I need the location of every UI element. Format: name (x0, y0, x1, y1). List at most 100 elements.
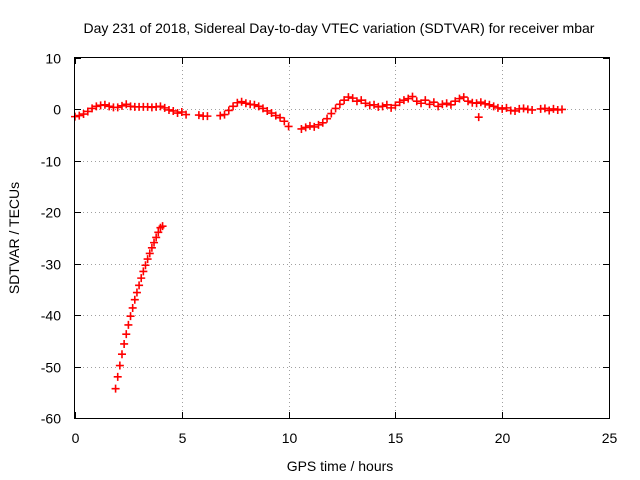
data-point (459, 93, 468, 102)
data-point (498, 104, 507, 113)
data-point (124, 320, 133, 329)
data-point (446, 100, 455, 109)
data-point (169, 106, 178, 115)
data-point (297, 124, 306, 133)
data-point (451, 97, 460, 106)
data-point (173, 109, 182, 118)
data-point (485, 100, 494, 109)
data-point (331, 104, 340, 113)
data-point (310, 122, 319, 131)
data-point (438, 100, 447, 109)
data-point (122, 330, 131, 339)
sdtvar-series (71, 92, 567, 393)
data-point (318, 118, 327, 127)
data-point (540, 104, 549, 113)
data-point (425, 100, 434, 109)
data-point (408, 92, 417, 101)
data-point (442, 99, 451, 108)
data-point (399, 96, 408, 105)
plot-frame (74, 57, 610, 419)
data-point (150, 238, 159, 247)
data-point (481, 99, 490, 108)
data-point (357, 96, 366, 105)
data-point (182, 110, 191, 119)
x-tick-label: 5 (179, 430, 187, 446)
data-point (224, 106, 233, 115)
data-point (511, 106, 520, 115)
data-point (489, 102, 498, 111)
x-tick-label: 20 (495, 430, 511, 446)
data-point (177, 108, 186, 116)
y-tick-label: 0 (53, 102, 61, 118)
data-point (154, 228, 163, 237)
data-point (75, 111, 84, 120)
data-point (387, 103, 396, 112)
data-point (111, 384, 120, 393)
data-point (395, 98, 404, 107)
data-point (113, 372, 122, 381)
y-tick-label: -30 (41, 257, 61, 273)
data-point (344, 93, 353, 102)
data-point (158, 222, 167, 231)
data-point (348, 94, 357, 103)
data-point (160, 103, 169, 112)
data-point (145, 249, 154, 258)
data-point (382, 100, 391, 109)
data-point (276, 113, 285, 122)
data-point (493, 103, 502, 112)
data-point (370, 100, 379, 109)
data-point (120, 339, 129, 348)
data-point (434, 102, 443, 111)
data-point (421, 96, 430, 105)
x-tick-labels: 0 5 10 15 20 25 (72, 430, 618, 446)
data-point (250, 100, 259, 109)
data-point (113, 103, 122, 112)
data-point (502, 103, 511, 112)
data-point (335, 100, 344, 109)
data-point (137, 274, 146, 283)
y-tick-labels: 10 0 -10 -20 -30 -40 -50 -60 (41, 51, 61, 427)
data-point (519, 104, 528, 113)
data-point (79, 110, 88, 119)
data-point (314, 120, 323, 129)
data-point (122, 100, 131, 109)
data-point (164, 105, 173, 114)
data-point (361, 99, 370, 108)
y-tick-label: -50 (41, 360, 61, 376)
data-point (203, 112, 212, 121)
data-point (233, 98, 242, 107)
data-point (323, 114, 332, 123)
data-point (128, 303, 137, 312)
data-point (378, 102, 387, 111)
data-point (549, 104, 558, 113)
x-tick-label: 10 (282, 430, 298, 446)
data-point (417, 99, 426, 108)
data-point (126, 312, 135, 321)
data-point (391, 101, 400, 110)
data-point (156, 102, 165, 111)
data-point (284, 122, 293, 131)
data-point (141, 261, 150, 270)
data-point (132, 288, 141, 297)
data-point (100, 100, 109, 109)
data-point (105, 102, 114, 111)
y-tick-label: 10 (45, 51, 61, 67)
data-point (474, 113, 483, 122)
data-point (254, 102, 263, 111)
axis-ticks (75, 58, 610, 419)
data-point (412, 97, 421, 106)
chart-title: Day 231 of 2018, Sidereal Day-to-day VTE… (84, 20, 595, 36)
data-point (352, 97, 361, 106)
data-point (220, 110, 229, 119)
data-point (305, 121, 314, 130)
data-point (271, 111, 280, 120)
data-point (216, 111, 225, 120)
x-tick-label: 15 (388, 430, 404, 446)
data-point (340, 96, 349, 105)
data-point (117, 350, 126, 359)
x-axis-label: GPS time / hours (287, 458, 394, 474)
y-tick-label: -10 (41, 154, 61, 170)
data-point (130, 295, 139, 304)
data-point (194, 111, 203, 120)
data-point (229, 102, 238, 111)
